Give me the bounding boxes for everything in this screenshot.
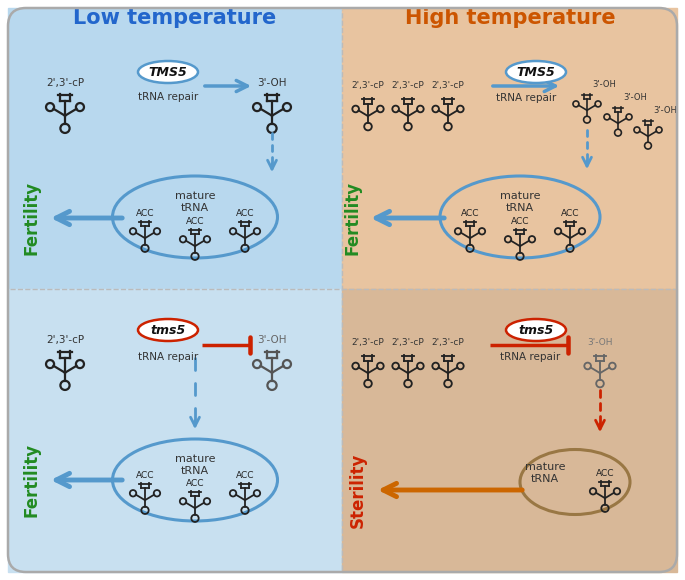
Text: Sterility: Sterility [349, 452, 367, 528]
Text: mature
tRNA: mature tRNA [500, 191, 540, 213]
Text: 3'-OH: 3'-OH [653, 106, 677, 115]
Text: ACC: ACC [461, 209, 480, 218]
Text: tRNA repair: tRNA repair [138, 92, 198, 102]
Text: 2',3'-cP: 2',3'-cP [392, 81, 425, 90]
Text: 2',3'-cP: 2',3'-cP [432, 338, 464, 347]
Text: 3'-OH: 3'-OH [258, 335, 287, 345]
Text: mature
tRNA: mature tRNA [175, 454, 215, 476]
Text: 3'-OH: 3'-OH [587, 338, 613, 347]
Text: tRNA repair: tRNA repair [500, 352, 560, 362]
Text: tms5: tms5 [519, 324, 553, 336]
Text: ACC: ACC [236, 209, 254, 218]
Text: mature
tRNA: mature tRNA [175, 191, 215, 213]
Text: Fertility: Fertility [23, 181, 41, 255]
Text: mature
tRNA: mature tRNA [525, 462, 565, 484]
Text: 3'-OH: 3'-OH [623, 93, 647, 102]
Text: 2',3'-cP: 2',3'-cP [392, 338, 425, 347]
Text: ACC: ACC [561, 209, 580, 218]
Text: tms5: tms5 [151, 324, 186, 336]
Text: TMS5: TMS5 [149, 66, 188, 78]
Text: Fertility: Fertility [344, 181, 362, 255]
Text: ACC: ACC [511, 217, 530, 226]
Text: 3'-OH: 3'-OH [592, 80, 616, 89]
Text: ACC: ACC [186, 479, 204, 488]
Text: tRNA repair: tRNA repair [496, 93, 556, 103]
Text: ACC: ACC [136, 471, 154, 480]
Text: 2',3'-cP: 2',3'-cP [46, 78, 84, 88]
Ellipse shape [138, 319, 198, 341]
Bar [342, 8, 677, 289]
Text: Fertility: Fertility [23, 443, 41, 517]
Ellipse shape [506, 319, 566, 341]
Ellipse shape [506, 61, 566, 83]
Text: ACC: ACC [136, 209, 154, 218]
Bar [8, 8, 342, 289]
Text: 2',3'-cP: 2',3'-cP [351, 338, 384, 347]
Text: ACC: ACC [186, 217, 204, 226]
Text: ACC: ACC [596, 469, 614, 478]
Text: ACC: ACC [236, 471, 254, 480]
Ellipse shape [138, 61, 198, 83]
Text: 2',3'-cP: 2',3'-cP [351, 81, 384, 90]
Text: 2',3'-cP: 2',3'-cP [46, 335, 84, 345]
Text: Low temperature: Low temperature [73, 8, 277, 28]
Text: TMS5: TMS5 [516, 66, 556, 78]
Bar [342, 289, 677, 572]
Text: tRNA repair: tRNA repair [138, 352, 198, 362]
Text: High temperature: High temperature [405, 8, 615, 28]
Bar [8, 289, 342, 572]
Text: 2',3'-cP: 2',3'-cP [432, 81, 464, 90]
Text: 3'-OH: 3'-OH [258, 78, 287, 88]
